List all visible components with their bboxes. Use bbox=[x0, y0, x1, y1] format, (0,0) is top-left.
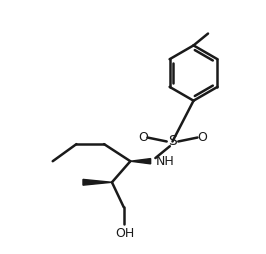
Text: NH: NH bbox=[155, 155, 174, 168]
Polygon shape bbox=[130, 158, 151, 164]
Text: O: O bbox=[138, 131, 148, 144]
Text: OH: OH bbox=[115, 227, 135, 240]
Polygon shape bbox=[83, 179, 112, 185]
Text: O: O bbox=[197, 131, 207, 144]
Text: S: S bbox=[168, 134, 177, 149]
